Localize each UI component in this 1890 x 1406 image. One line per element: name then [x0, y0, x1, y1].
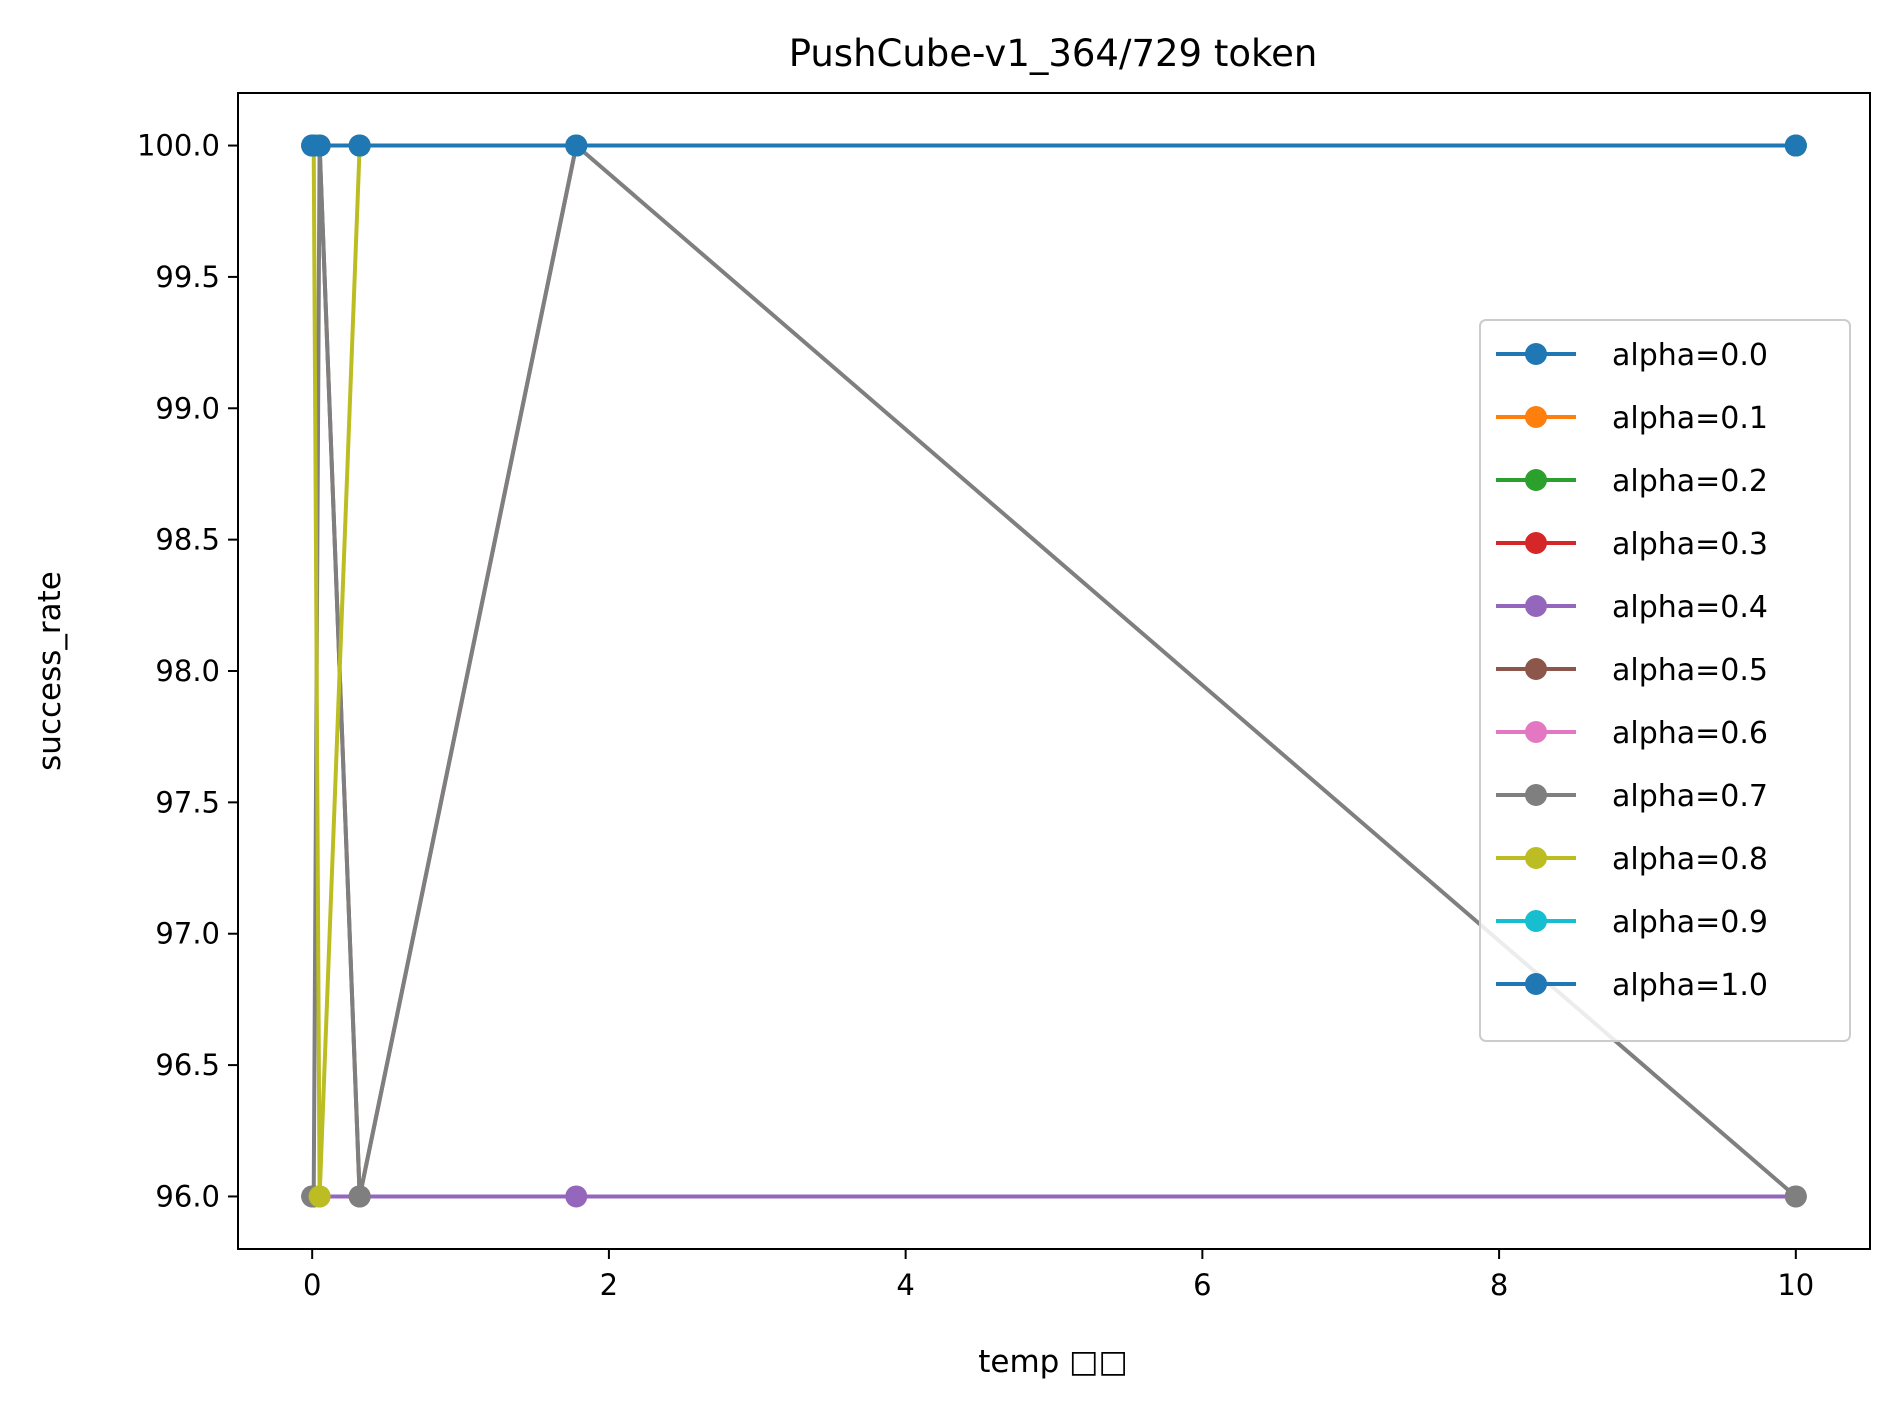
legend-swatch-marker	[1525, 910, 1547, 932]
y-tick-label: 98.0	[155, 654, 220, 688]
legend-item: alpha=0.9	[1496, 905, 1768, 940]
axis-ticks: 0 2 4 6 8 10 96.0 96.5 97.0 97.5 98.0 98.5 99.0 99.5 1…	[137, 129, 1814, 1302]
legend-swatch-marker	[1525, 973, 1547, 995]
legend-swatch-marker	[1525, 406, 1547, 428]
legend-swatch-marker	[1525, 469, 1547, 491]
legend-label: alpha=0.1	[1612, 401, 1768, 436]
x-axis-title: temp □□	[978, 1344, 1128, 1380]
legend-label: alpha=0.6	[1612, 716, 1768, 751]
legend-item: alpha=0.2	[1496, 464, 1768, 499]
data-point	[565, 1185, 588, 1208]
x-tick-label: 10	[1777, 1268, 1814, 1302]
legend-label: alpha=0.5	[1612, 653, 1768, 688]
y-tick-label: 97.5	[155, 785, 220, 819]
x-tick-label: 4	[896, 1268, 914, 1302]
data-point	[1784, 134, 1807, 157]
data-point	[565, 134, 588, 157]
legend-item: alpha=0.4	[1496, 590, 1768, 625]
y-axis-title: success_rate	[32, 571, 68, 771]
legend-swatch-marker	[1525, 532, 1547, 554]
y-tick-label: 98.5	[155, 523, 220, 557]
chart-title: PushCube-v1_364/729 token	[789, 32, 1318, 75]
x-tick-label: 2	[600, 1268, 618, 1302]
legend-item: alpha=0.0	[1496, 338, 1768, 373]
legend-label: alpha=0.7	[1612, 779, 1768, 814]
legend-item: alpha=0.1	[1496, 401, 1768, 436]
y-tick-label: 99.0	[155, 391, 220, 425]
legend-swatch-marker	[1525, 784, 1547, 806]
y-tick-label: 99.5	[155, 260, 220, 294]
legend-label: alpha=0.8	[1612, 842, 1768, 877]
legend: alpha=0.0 alpha=0.1 alpha=0.2 alpha=0.3 alph…	[1479, 319, 1851, 1042]
legend-item: alpha=0.6	[1496, 716, 1768, 751]
series-alpha=1.0	[301, 134, 1807, 157]
y-tick-label: 96.0	[155, 1179, 220, 1213]
data-point	[308, 1185, 331, 1208]
plot-area	[301, 134, 1807, 1208]
series-alpha=0.4	[301, 1185, 1807, 1208]
legend-label: alpha=0.2	[1612, 464, 1768, 499]
legend-item: alpha=0.7	[1496, 779, 1768, 814]
x-tick-label: 6	[1193, 1268, 1211, 1302]
data-point	[348, 134, 371, 157]
legend-label: alpha=0.9	[1612, 905, 1768, 940]
legend-swatch-marker	[1525, 658, 1547, 680]
legend-label: alpha=1.0	[1612, 968, 1768, 1003]
data-point	[308, 134, 331, 157]
legend-label: alpha=0.4	[1612, 590, 1768, 625]
data-point	[348, 1185, 371, 1208]
x-tick-label: 8	[1490, 1268, 1508, 1302]
y-tick-label: 100.0	[137, 129, 220, 163]
legend-label: alpha=0.0	[1612, 338, 1768, 373]
legend-swatch-marker	[1525, 847, 1547, 869]
y-tick-label: 97.0	[155, 917, 220, 951]
legend-swatch-marker	[1525, 343, 1547, 365]
legend-box	[1479, 319, 1851, 1042]
legend-item: alpha=0.5	[1496, 653, 1768, 688]
legend-swatch-marker	[1525, 595, 1547, 617]
legend-swatch-marker	[1525, 721, 1547, 743]
legend-item: alpha=0.3	[1496, 527, 1768, 562]
legend-label: alpha=0.3	[1612, 527, 1768, 562]
legend-item: alpha=1.0	[1496, 968, 1768, 1003]
data-point	[1784, 1185, 1807, 1208]
legend-item: alpha=0.8	[1496, 842, 1768, 877]
x-tick-label: 0	[303, 1268, 321, 1302]
y-tick-label: 96.5	[155, 1048, 220, 1082]
